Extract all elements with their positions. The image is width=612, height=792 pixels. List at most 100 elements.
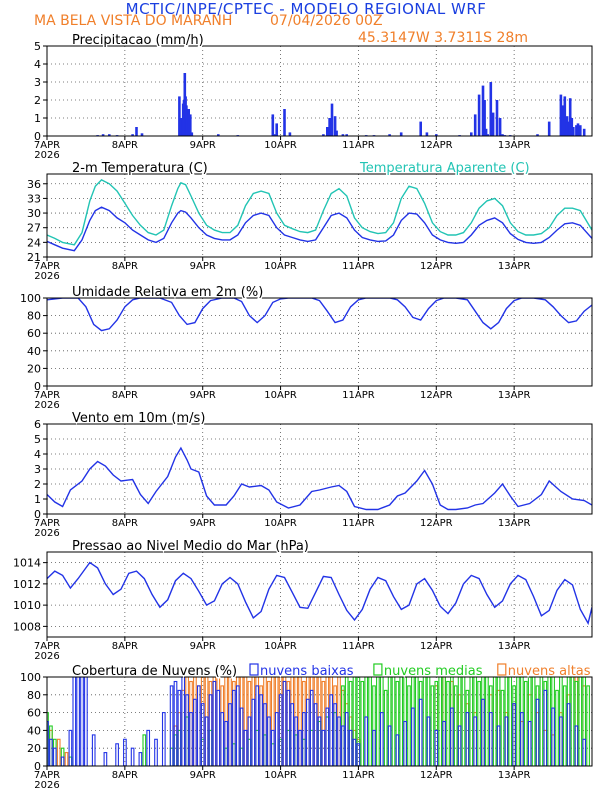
y-tick-label: 1008 — [13, 620, 41, 633]
y-tick-label: 20 — [27, 742, 41, 755]
x-tick-label: 11APR — [342, 390, 375, 401]
bar-mark — [488, 712, 493, 766]
legend-swatch — [497, 663, 507, 676]
bar-mark — [570, 118, 574, 136]
bar-mark — [91, 734, 96, 766]
y-tick-label: 1014 — [13, 557, 41, 570]
bar-mark — [142, 734, 147, 766]
y-tick-label: 0 — [34, 760, 41, 773]
bar-mark — [383, 689, 388, 766]
bar-mark — [288, 132, 292, 136]
x-tick-label: 13APR — [498, 140, 531, 151]
bar-mark — [574, 725, 579, 766]
bar-mark — [567, 121, 570, 136]
y-tick-label: 100 — [20, 292, 41, 305]
bar-mark — [473, 114, 477, 136]
x-tick-label: 13APR — [498, 518, 531, 529]
y-tick-label: 21 — [27, 251, 41, 264]
bar-mark — [477, 94, 481, 136]
bar-mark — [352, 677, 357, 766]
y-tick-label: 24 — [27, 236, 41, 249]
x-tick-label: 8APR — [112, 390, 138, 401]
x-tick-label: 13APR — [498, 261, 531, 272]
series-group — [47, 446, 592, 511]
panel-title: Cobertura de Nuvens (%) — [72, 664, 237, 679]
bar-mark — [434, 729, 439, 766]
legend-label: nuvens altas — [508, 664, 591, 679]
y-tick-label: 1 — [34, 112, 41, 125]
bar-mark — [60, 756, 65, 766]
bar-mark — [270, 677, 275, 766]
x-tick-label: 9APR — [190, 518, 216, 529]
bar-mark — [298, 729, 302, 766]
y-tick-label: 5 — [34, 40, 41, 53]
x-tick-label: 11APR — [342, 641, 375, 652]
bar-mark — [399, 132, 403, 136]
bar-mark — [64, 752, 69, 766]
bar-mark — [516, 677, 520, 766]
bar-mark — [181, 677, 186, 766]
x-tick-label: 8APR — [112, 641, 138, 652]
series-group — [47, 677, 590, 766]
bar-mark — [286, 689, 291, 766]
legend-label: nuvens medias — [384, 664, 483, 679]
bar-mark — [422, 677, 427, 766]
bar-mark — [193, 698, 197, 766]
x-year-label: 2026 — [34, 271, 59, 282]
bar-mark — [52, 747, 57, 766]
bar-mark — [345, 134, 348, 136]
bar-mark — [322, 134, 325, 136]
y-tick-label: 80 — [27, 689, 41, 702]
bar-mark — [344, 712, 349, 766]
bar-mark — [131, 134, 134, 136]
page-title: MCTIC/INPE/CPTEC - MODELO REGIONAL WRF — [125, 0, 487, 18]
bar-mark — [49, 738, 53, 766]
y-tick-label: 60 — [27, 327, 41, 340]
bar-mark — [470, 132, 473, 136]
y-tick-label: 100 — [20, 671, 41, 684]
bar-mark — [531, 677, 536, 766]
bar-mark — [341, 725, 345, 766]
series-group — [47, 561, 592, 626]
bar-mark — [578, 677, 583, 766]
bar-mark — [333, 703, 337, 766]
bar-mark — [566, 703, 571, 766]
bar-mark — [457, 725, 462, 766]
bar-mark — [579, 125, 582, 136]
panel-title: Pressao ao Nivel Medio do Mar (hPa) — [72, 539, 309, 554]
bar-mark — [216, 689, 221, 766]
x-tick-label: 9APR — [190, 261, 216, 272]
bar-mark — [138, 752, 143, 766]
bar-mark — [187, 109, 190, 136]
bar-mark — [492, 677, 497, 766]
bar-mark — [473, 716, 478, 766]
y-tick-label: 2 — [34, 94, 41, 107]
bar-mark — [103, 752, 108, 766]
bar-mark — [426, 716, 431, 766]
bar-mark — [68, 729, 73, 766]
bar-mark — [465, 712, 470, 766]
bar-mark — [356, 677, 361, 766]
x-tick-label: 9APR — [190, 390, 216, 401]
x-tick-label: 10APR — [264, 641, 297, 652]
plot-frame — [46, 45, 593, 137]
bar-mark — [435, 134, 438, 136]
bar-mark — [282, 680, 287, 766]
x-tick-label: 10APR — [264, 390, 297, 401]
bar-mark — [536, 134, 539, 136]
bar-mark — [330, 103, 334, 136]
bar-mark — [190, 132, 194, 136]
x-tick-label: 7APR — [34, 390, 60, 401]
bar-mark — [438, 677, 443, 766]
bar-mark — [485, 677, 489, 766]
bar-mark — [80, 677, 84, 766]
series-group — [96, 73, 586, 136]
bar-mark — [484, 128, 488, 136]
x-tick-label: 9APR — [190, 770, 216, 781]
chart-panel-3: 0 20 40 60 80 100 7APR 8APR 9APR 10APR 11APR 12APR 1… — [20, 284, 593, 411]
x-tick-label: 7APR — [34, 770, 60, 781]
bar-mark — [290, 703, 295, 766]
bar-mark — [348, 729, 353, 766]
bar-mark — [582, 738, 587, 766]
bar-mark — [267, 716, 271, 766]
